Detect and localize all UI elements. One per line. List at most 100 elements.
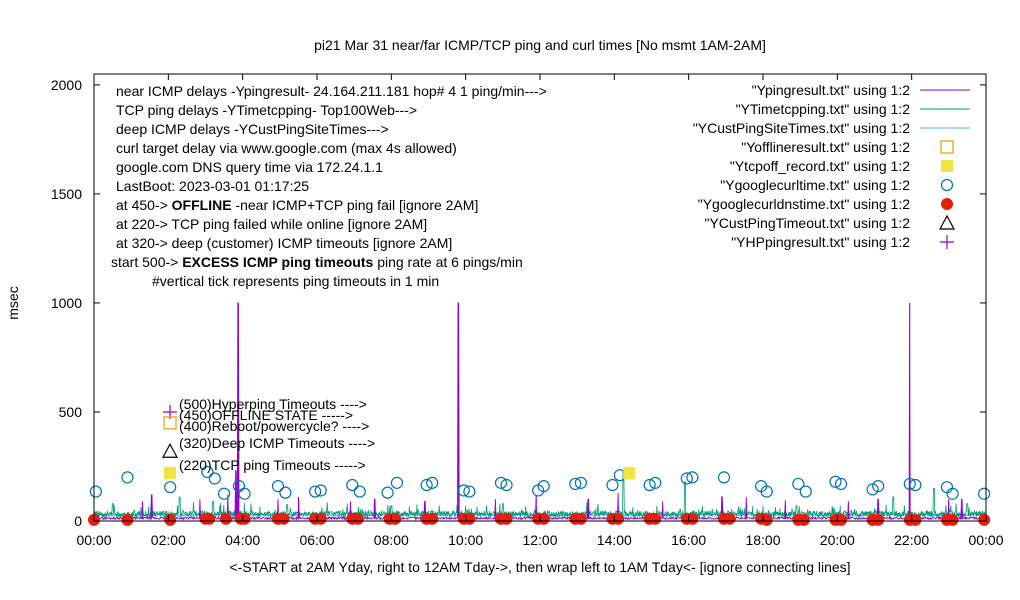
curl-time-point <box>314 484 327 497</box>
legend-entry-label: "YCustPingSiteTimes.txt" using 1:2 <box>693 120 910 136</box>
legend-swatch <box>940 178 954 192</box>
curl-time-point <box>309 485 322 498</box>
dns-time-point <box>872 513 885 526</box>
legend-entry-label: "YCustPingTimeout.txt" using 1:2 <box>704 215 910 231</box>
inline-key-marker <box>164 467 176 480</box>
dns-time-point <box>121 513 134 526</box>
x-tick-label: 04:00 <box>225 532 260 548</box>
note-line: LastBoot: 2023-03-01 01:17:25 <box>116 178 309 194</box>
x-axis-label: <-START at 2AM Yday, right to 12AM Tday-… <box>229 559 850 575</box>
x-tick-label: 02:00 <box>151 532 186 548</box>
curl-time-point <box>829 475 842 488</box>
y-tick-label: 0 <box>74 513 82 529</box>
threshold-note: at 450-> OFFLINE -near ICMP+TCP ping fai… <box>116 197 478 213</box>
dns-time-point <box>978 513 991 526</box>
curl-time-point <box>717 471 731 484</box>
curl-time-point <box>121 471 134 484</box>
curl-time-point <box>420 478 433 492</box>
y-tick-label: 500 <box>59 404 83 420</box>
threshold-note-suffix: ping rate at 6 pings/min <box>373 254 522 270</box>
tick-note: #vertical tick represents ping timeouts … <box>152 273 439 289</box>
note-line: near ICMP delays -Ypingresult- 24.164.21… <box>116 83 547 99</box>
legend-entry-label: "YTimetcpping.txt" using 1:2 <box>736 101 911 117</box>
curl-time-point <box>271 480 285 493</box>
legend-swatch <box>941 160 953 172</box>
x-tick-label: 08:00 <box>374 532 409 548</box>
curl-time-point <box>201 465 214 479</box>
dns-time-point <box>500 512 513 525</box>
threshold-note-prefix: at 320-> deep (customer) ICMP timeouts [… <box>116 235 452 251</box>
curl-time-point <box>463 485 476 498</box>
dns-time-point <box>686 512 699 525</box>
curl-time-point <box>574 476 587 489</box>
dns-time-point <box>389 512 402 525</box>
threshold-note-prefix: at 450-> <box>116 197 172 213</box>
legend-entry-label: "Ygooglecurldnstime.txt" using 1:2 <box>698 196 910 212</box>
curl-time-point <box>569 477 582 491</box>
threshold-note: at 320-> deep (customer) ICMP timeouts [… <box>116 235 452 251</box>
legend-swatch <box>941 198 953 210</box>
legend-swatch <box>940 235 954 249</box>
curl-time-point <box>680 472 693 485</box>
dns-time-point <box>164 513 177 526</box>
curl-time-point <box>872 480 885 493</box>
inline-key-label: (500)Hyperping Timeouts ----> <box>179 396 367 412</box>
threshold-note-prefix: start 500-> <box>111 254 182 270</box>
legend: "Ypingresult.txt" using 1:2 "YTimetcpping… <box>693 82 970 250</box>
legend-entry-label: "YHPpingresult.txt" using 1:2 <box>731 234 910 250</box>
curl-time-point <box>390 476 404 489</box>
x-tick-label: 00:00 <box>968 532 1003 548</box>
inline-key-marker <box>161 442 179 458</box>
curl-time-point <box>494 476 508 489</box>
dns-time-point <box>835 513 848 526</box>
curl-time-point <box>946 487 959 500</box>
y-axis-label: msec <box>5 286 21 319</box>
x-tick-label: 10:00 <box>448 532 483 548</box>
dns-time-point <box>946 513 959 526</box>
curl-time-point <box>799 485 812 498</box>
y-tick-label: 1500 <box>51 186 82 202</box>
x-tick-label: 18:00 <box>745 532 780 548</box>
dns-time-point <box>463 512 476 525</box>
legend-swatch <box>938 214 956 230</box>
curl-time-point <box>792 477 805 491</box>
curl-time-point <box>217 487 231 500</box>
curl-time-point <box>89 485 102 498</box>
curl-time-point <box>208 472 221 485</box>
legend-entry-label: "Ytcpoff_record.txt" using 1:2 <box>730 158 910 174</box>
curl-time-point <box>940 481 954 494</box>
curl-time-point <box>353 485 366 498</box>
dns-time-point <box>760 513 773 526</box>
x-tick-label: 00:00 <box>76 532 111 548</box>
dns-time-point <box>723 512 736 525</box>
curl-time-point <box>279 486 292 499</box>
inline-key-label: (400)Reboot/powercycle? ----> <box>179 418 369 434</box>
curl-time-point <box>426 476 439 489</box>
threshold-note-bold: EXCESS ICMP ping timeouts <box>182 254 373 270</box>
dns-time-point <box>426 512 439 525</box>
x-tick-label: 22:00 <box>894 532 929 548</box>
curl-time-point <box>381 486 394 499</box>
dns-time-point <box>797 513 810 526</box>
inline-key-marker <box>163 416 177 430</box>
curl-time-point <box>686 471 699 484</box>
curl-time-point <box>760 485 773 498</box>
dns-time-point <box>612 512 625 525</box>
dns-time-point <box>537 512 550 525</box>
inline-key-label: (320)Deep ICMP Timeouts ----> <box>179 435 375 451</box>
legend-swatch <box>940 140 954 154</box>
legend-entry-label: "Ypingresult.txt" using 1:2 <box>752 82 911 98</box>
x-tick-label: 12:00 <box>522 532 557 548</box>
curl-time-point <box>903 477 916 491</box>
curl-time-point <box>978 487 991 500</box>
threshold-note-prefix: at 220-> TCP ping failed while online [i… <box>116 216 427 232</box>
curl-time-point <box>606 478 619 492</box>
note-line: google.com DNS query time via 172.24.1.1 <box>116 159 383 175</box>
curl-time-point <box>238 487 251 500</box>
y-tick-label: 2000 <box>51 77 82 93</box>
x-tick-label: 14:00 <box>597 532 632 548</box>
x-tick-label: 06:00 <box>299 532 334 548</box>
legend-entry-label: "Yofflineresult.txt" using 1:2 <box>741 139 910 155</box>
annotations: near ICMP delays -Ypingresult- 24.164.21… <box>111 83 547 480</box>
dns-time-point <box>574 512 587 525</box>
